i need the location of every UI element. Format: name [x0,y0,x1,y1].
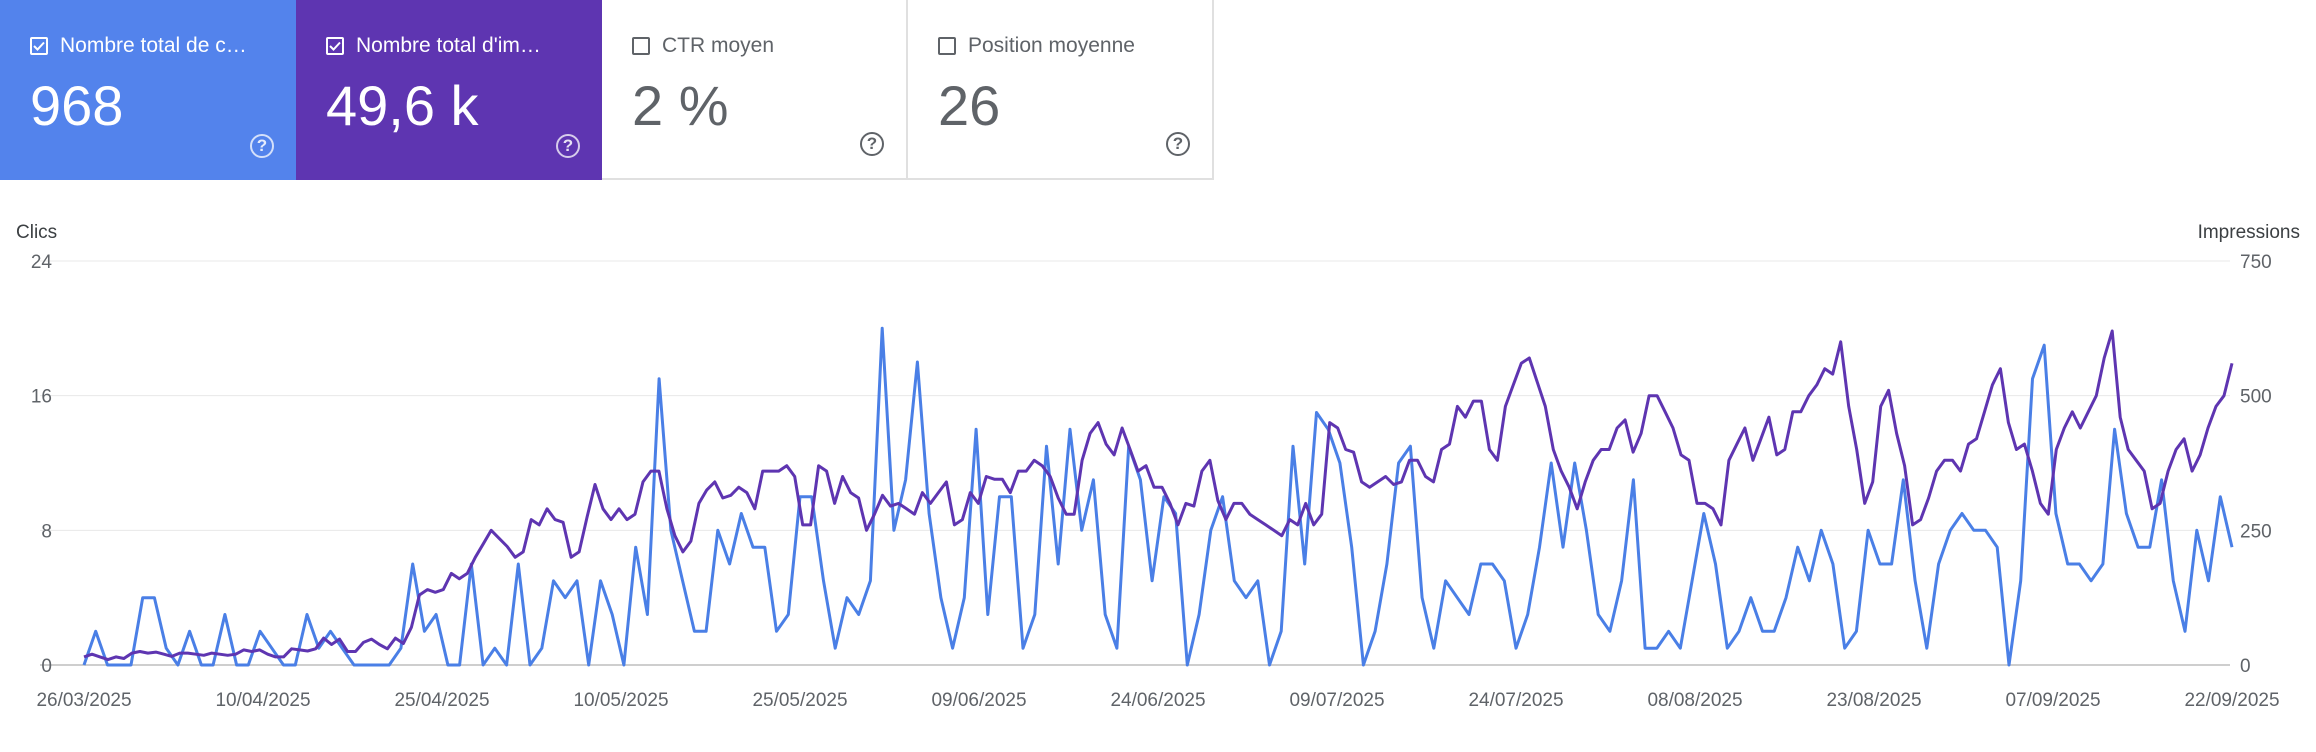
checkmark-icon [329,41,341,51]
average-ctr-card-header: CTR moyen [632,34,774,58]
total-clicks-card-header: Nombre total de c… [30,34,247,58]
average-ctr-label: CTR moyen [662,34,775,57]
metric-cards: Nombre total de c… 968 ? Nombre total d'… [0,0,1214,180]
x-tick-label: 09/06/2025 [931,690,1026,711]
y-left-axis-title: Clics [16,222,57,243]
total-clicks-label: Nombre total de c… [60,34,247,57]
y-right-axis-title: Impressions [2198,222,2300,243]
y-right-tick-label: 500 [2240,387,2272,408]
y-right-tick-label: 250 [2240,521,2272,542]
x-tick-label: 24/06/2025 [1110,690,1205,711]
help-icon[interactable]: ? [556,134,580,158]
average-ctr-value: 2 % [632,74,729,137]
x-tick-label: 25/04/2025 [394,690,489,711]
help-icon[interactable]: ? [860,132,884,156]
performance-chart: 0 8 16 24 0 250 500 750 Clics Impressions 26/03/20… [16,222,2300,711]
total-clicks-value: 968 [30,74,124,137]
y-right-tick-label: 750 [2240,252,2272,273]
x-tick-label: 07/09/2025 [2005,690,2100,711]
x-tick-label: 09/07/2025 [1289,690,1384,711]
x-tick-label: 10/05/2025 [573,690,668,711]
clicks-series-line [82,326,2234,667]
average-position-checkbox[interactable] [938,37,956,55]
y-left-tick-label: 0 [41,656,52,677]
total-impressions-label: Nombre total d'im… [356,34,541,57]
x-tick-label: 25/05/2025 [752,690,847,711]
average-ctr-card[interactable]: CTR moyen 2 % ? [602,0,908,180]
y-left-tick-label: 16 [31,387,52,408]
help-icon[interactable]: ? [250,134,274,158]
impressions-series-line [83,329,2234,662]
x-tick-label: 22/09/2025 [2184,690,2279,711]
y-left-tick-label: 24 [31,252,53,273]
checkmark-icon [33,41,45,51]
total-impressions-checkbox[interactable] [326,37,344,55]
total-impressions-value: 49,6 k [326,74,479,137]
total-impressions-card-header: Nombre total d'im… [326,34,541,58]
x-tick-label: 08/08/2025 [1647,690,1742,711]
average-position-label: Position moyenne [968,34,1135,57]
x-tick-label: 26/03/2025 [36,690,131,711]
x-tick-label: 10/04/2025 [215,690,310,711]
y-right-tick-label: 0 [2240,656,2251,677]
average-position-card[interactable]: Position moyenne 26 ? [908,0,1214,180]
x-tick-label: 23/08/2025 [1826,690,1921,711]
total-clicks-card[interactable]: Nombre total de c… 968 ? [0,0,296,180]
x-tick-label: 24/07/2025 [1468,690,1563,711]
help-icon[interactable]: ? [1166,132,1190,156]
average-position-card-header: Position moyenne [938,34,1135,58]
y-left-tick-label: 8 [41,521,52,542]
average-position-value: 26 [938,74,1001,137]
total-impressions-card[interactable]: Nombre total d'im… 49,6 k ? [296,0,602,180]
total-clicks-checkbox[interactable] [30,37,48,55]
average-ctr-checkbox[interactable] [632,37,650,55]
